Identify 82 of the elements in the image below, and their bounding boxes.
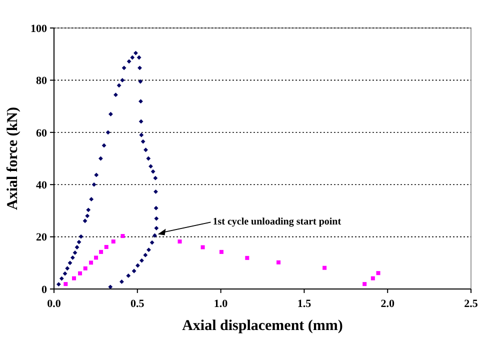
x-tick-label: 1.0: [214, 298, 228, 310]
point: [108, 284, 113, 290]
point: [200, 245, 205, 250]
y-tick-label: 20: [36, 232, 48, 244]
point: [108, 112, 113, 116]
y-tick-label: 60: [36, 127, 48, 140]
point: [76, 240, 82, 244]
point: [150, 240, 154, 245]
point: [140, 139, 146, 144]
point: [65, 266, 70, 271]
point: [154, 216, 159, 221]
point: [140, 258, 144, 263]
point: [104, 244, 108, 249]
x-tick-label: 2.0: [380, 298, 395, 310]
point: [59, 276, 64, 281]
x-axis-title: Axial displacement (mm): [182, 318, 343, 334]
point: [120, 78, 125, 82]
point: [72, 276, 76, 280]
point: [150, 169, 156, 174]
point: [99, 250, 104, 254]
point: [120, 279, 124, 284]
y-tick-label: 40: [36, 179, 48, 192]
point: [86, 208, 91, 212]
point: [138, 99, 143, 104]
point: [126, 273, 131, 278]
point: [92, 182, 96, 187]
point: [370, 276, 375, 280]
y-axis-title: Axial force (kN): [5, 106, 21, 210]
point: [136, 55, 142, 60]
x-tick-label: 2.5: [464, 298, 478, 310]
point: [83, 266, 88, 270]
point: [138, 119, 144, 124]
point: [106, 130, 110, 135]
point: [130, 55, 135, 60]
point: [322, 266, 327, 270]
point: [144, 148, 148, 152]
point: [139, 132, 144, 138]
point: [102, 143, 106, 148]
point: [85, 214, 90, 218]
point: [116, 83, 122, 88]
point: [148, 164, 153, 169]
point: [126, 59, 132, 64]
point: [62, 271, 68, 276]
point: [68, 260, 72, 266]
point: [154, 206, 158, 210]
point: [146, 248, 151, 252]
annotation: 1st cycle unloading start point: [212, 216, 342, 228]
point: [114, 92, 118, 98]
point: [78, 271, 82, 276]
point: [138, 79, 143, 84]
point: [94, 256, 98, 260]
x-tick-label: 0.5: [130, 298, 145, 310]
point: [219, 250, 224, 254]
point: [276, 260, 281, 264]
point: [64, 282, 68, 286]
x-tick-label: 1.5: [297, 298, 312, 310]
point: [376, 271, 380, 276]
point: [138, 66, 142, 70]
point: [178, 240, 182, 244]
point: [70, 255, 75, 260]
point: [245, 256, 250, 260]
y-tick-label: 80: [36, 75, 48, 88]
point: [94, 172, 99, 178]
point: [82, 218, 88, 224]
point: [154, 189, 158, 194]
x-tick-label: 0.0: [47, 298, 62, 310]
point: [56, 282, 61, 286]
point: [122, 66, 126, 70]
point: [132, 268, 136, 274]
point: [111, 240, 116, 244]
point: [89, 197, 94, 202]
point: [89, 260, 94, 265]
point: [146, 156, 151, 161]
y-tick-label: 0: [42, 284, 48, 296]
point: [78, 234, 84, 239]
point: [134, 50, 138, 56]
y-tick-label: 100: [30, 22, 48, 35]
point: [153, 176, 158, 180]
point: [362, 282, 367, 286]
point: [120, 234, 125, 238]
point: [143, 252, 148, 258]
point: [154, 226, 159, 230]
